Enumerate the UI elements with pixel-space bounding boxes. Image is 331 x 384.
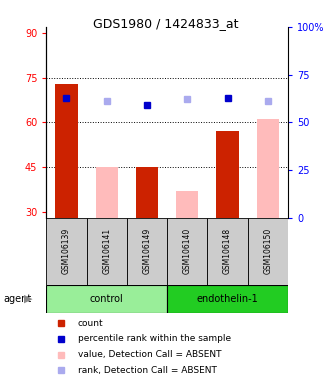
Bar: [176, 191, 198, 218]
Bar: [257, 119, 279, 218]
Text: control: control: [90, 294, 123, 304]
Text: GSM106139: GSM106139: [62, 228, 71, 275]
Bar: [46, 285, 167, 313]
Text: ▶: ▶: [24, 294, 32, 304]
Text: count: count: [78, 319, 103, 328]
Text: agent: agent: [3, 294, 31, 304]
Bar: [248, 218, 288, 285]
Bar: [96, 167, 118, 218]
Text: GSM106150: GSM106150: [263, 228, 272, 275]
Bar: [208, 218, 248, 285]
Bar: [127, 218, 167, 285]
Text: GSM106149: GSM106149: [143, 228, 152, 275]
Text: endothelin-1: endothelin-1: [197, 294, 259, 304]
Bar: [87, 218, 127, 285]
Bar: [167, 218, 208, 285]
Text: GDS1980 / 1424833_at: GDS1980 / 1424833_at: [93, 17, 238, 30]
Text: GSM106140: GSM106140: [183, 228, 192, 275]
Bar: [136, 167, 158, 218]
Bar: [46, 218, 87, 285]
Text: percentile rank within the sample: percentile rank within the sample: [78, 334, 231, 343]
Bar: [216, 131, 239, 218]
Bar: [167, 285, 288, 313]
Text: GSM106141: GSM106141: [102, 228, 111, 274]
Text: GSM106148: GSM106148: [223, 228, 232, 274]
Text: value, Detection Call = ABSENT: value, Detection Call = ABSENT: [78, 350, 221, 359]
Text: rank, Detection Call = ABSENT: rank, Detection Call = ABSENT: [78, 366, 216, 374]
Bar: [55, 84, 77, 218]
